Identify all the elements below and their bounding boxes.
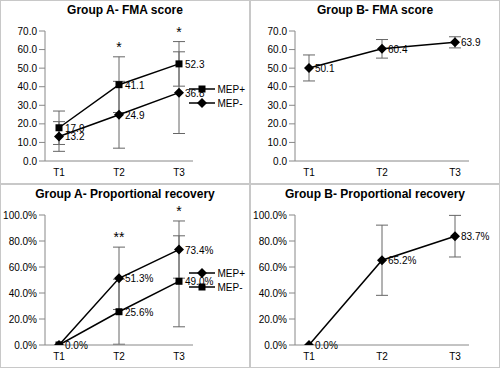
svg-text:70.0: 70.0 xyxy=(18,26,38,37)
svg-text:30.0: 30.0 xyxy=(268,100,288,111)
svg-text:60.0: 60.0 xyxy=(268,44,288,55)
html-text:MEP+: MEP+ xyxy=(217,267,245,279)
svg-text:0.0%: 0.0% xyxy=(315,340,338,351)
svg-text:60.0%: 60.0% xyxy=(9,262,37,273)
svg-text:25.6%: 25.6% xyxy=(125,307,153,318)
svg-text:80.0%: 80.0% xyxy=(259,236,287,247)
html-text:MEP-: MEP- xyxy=(217,97,243,109)
svg-text:0.0%: 0.0% xyxy=(14,340,37,351)
svg-text:T1: T1 xyxy=(303,351,315,362)
html-text:MEP+: MEP+ xyxy=(217,83,245,95)
svg-text:63.9: 63.9 xyxy=(461,37,481,48)
svg-text:60.0%: 60.0% xyxy=(259,262,287,273)
svg-text:100.0%: 100.0% xyxy=(253,210,287,221)
svg-text:*: * xyxy=(176,24,182,40)
svg-text:13.2: 13.2 xyxy=(65,131,85,142)
svg-text:50.0: 50.0 xyxy=(18,63,38,74)
svg-text:T3: T3 xyxy=(449,351,461,362)
svg-text:T1: T1 xyxy=(53,351,65,362)
svg-text:60.0: 60.0 xyxy=(18,44,38,55)
svg-text:T2: T2 xyxy=(376,167,388,178)
svg-text:T3: T3 xyxy=(449,167,461,178)
svg-text:49.0%: 49.0% xyxy=(185,276,214,288)
svg-text:36.8: 36.8 xyxy=(185,87,205,99)
svg-text:83.7%: 83.7% xyxy=(461,231,489,242)
svg-text:40.0: 40.0 xyxy=(18,81,38,92)
svg-text:73.4%: 73.4% xyxy=(185,245,213,256)
svg-text:70.0: 70.0 xyxy=(268,26,288,37)
svg-text:30.0: 30.0 xyxy=(18,100,38,111)
svg-text:T3: T3 xyxy=(173,167,185,178)
svg-text:41.1: 41.1 xyxy=(125,80,145,91)
svg-text:0.0%: 0.0% xyxy=(65,340,88,351)
svg-text:50.0: 50.0 xyxy=(268,63,288,74)
svg-text:24.9: 24.9 xyxy=(125,110,145,121)
svg-text:0.0: 0.0 xyxy=(23,156,37,167)
svg-text:20.0: 20.0 xyxy=(18,118,38,129)
svg-text:T2: T2 xyxy=(113,167,125,178)
svg-text:*: * xyxy=(116,39,122,55)
svg-text:*: * xyxy=(176,203,182,219)
svg-text:17.9: 17.9 xyxy=(65,122,85,134)
svg-text:51.3%: 51.3% xyxy=(125,273,153,284)
svg-text:10.0: 10.0 xyxy=(268,137,288,148)
svg-text:T1: T1 xyxy=(53,167,65,178)
html-text:Group A- Proportional recovery: Group A- Proportional recovery xyxy=(35,187,215,201)
svg-text:T2: T2 xyxy=(113,351,125,362)
svg-text:100.0%: 100.0% xyxy=(8,210,37,221)
svg-text:80.0%: 80.0% xyxy=(9,236,37,247)
svg-text:60.4: 60.4 xyxy=(388,44,408,55)
svg-text:40.0: 40.0 xyxy=(268,81,288,92)
svg-text:T1: T1 xyxy=(303,167,315,178)
svg-text:40.0%: 40.0% xyxy=(9,288,37,299)
svg-text:20.0%: 20.0% xyxy=(9,314,37,325)
html-text:Group A- FMA score: Group A- FMA score xyxy=(67,3,183,17)
svg-text:T3: T3 xyxy=(173,351,185,362)
svg-text:**: ** xyxy=(114,229,125,245)
svg-text:50.1: 50.1 xyxy=(315,63,335,74)
svg-text:52.3: 52.3 xyxy=(185,59,205,70)
svg-text:0.0: 0.0 xyxy=(273,156,287,167)
html-text:MEP-: MEP- xyxy=(217,281,243,293)
html-text:Group B- FMA score: Group B- FMA score xyxy=(316,3,434,17)
svg-text:20.0: 20.0 xyxy=(268,118,288,129)
svg-text:65.2%: 65.2% xyxy=(388,255,416,266)
html-text:Group B- Proportional recovery: Group B- Proportional recovery xyxy=(285,187,465,201)
svg-text:20.0%: 20.0% xyxy=(259,314,287,325)
svg-text:40.0%: 40.0% xyxy=(259,288,287,299)
svg-text:10.0: 10.0 xyxy=(18,137,38,148)
svg-text:0.0%: 0.0% xyxy=(264,340,287,351)
svg-text:T2: T2 xyxy=(376,351,388,362)
